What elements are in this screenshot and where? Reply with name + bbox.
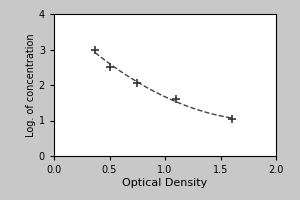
Y-axis label: Log. of concentration: Log. of concentration (26, 33, 36, 137)
X-axis label: Optical Density: Optical Density (122, 178, 208, 188)
